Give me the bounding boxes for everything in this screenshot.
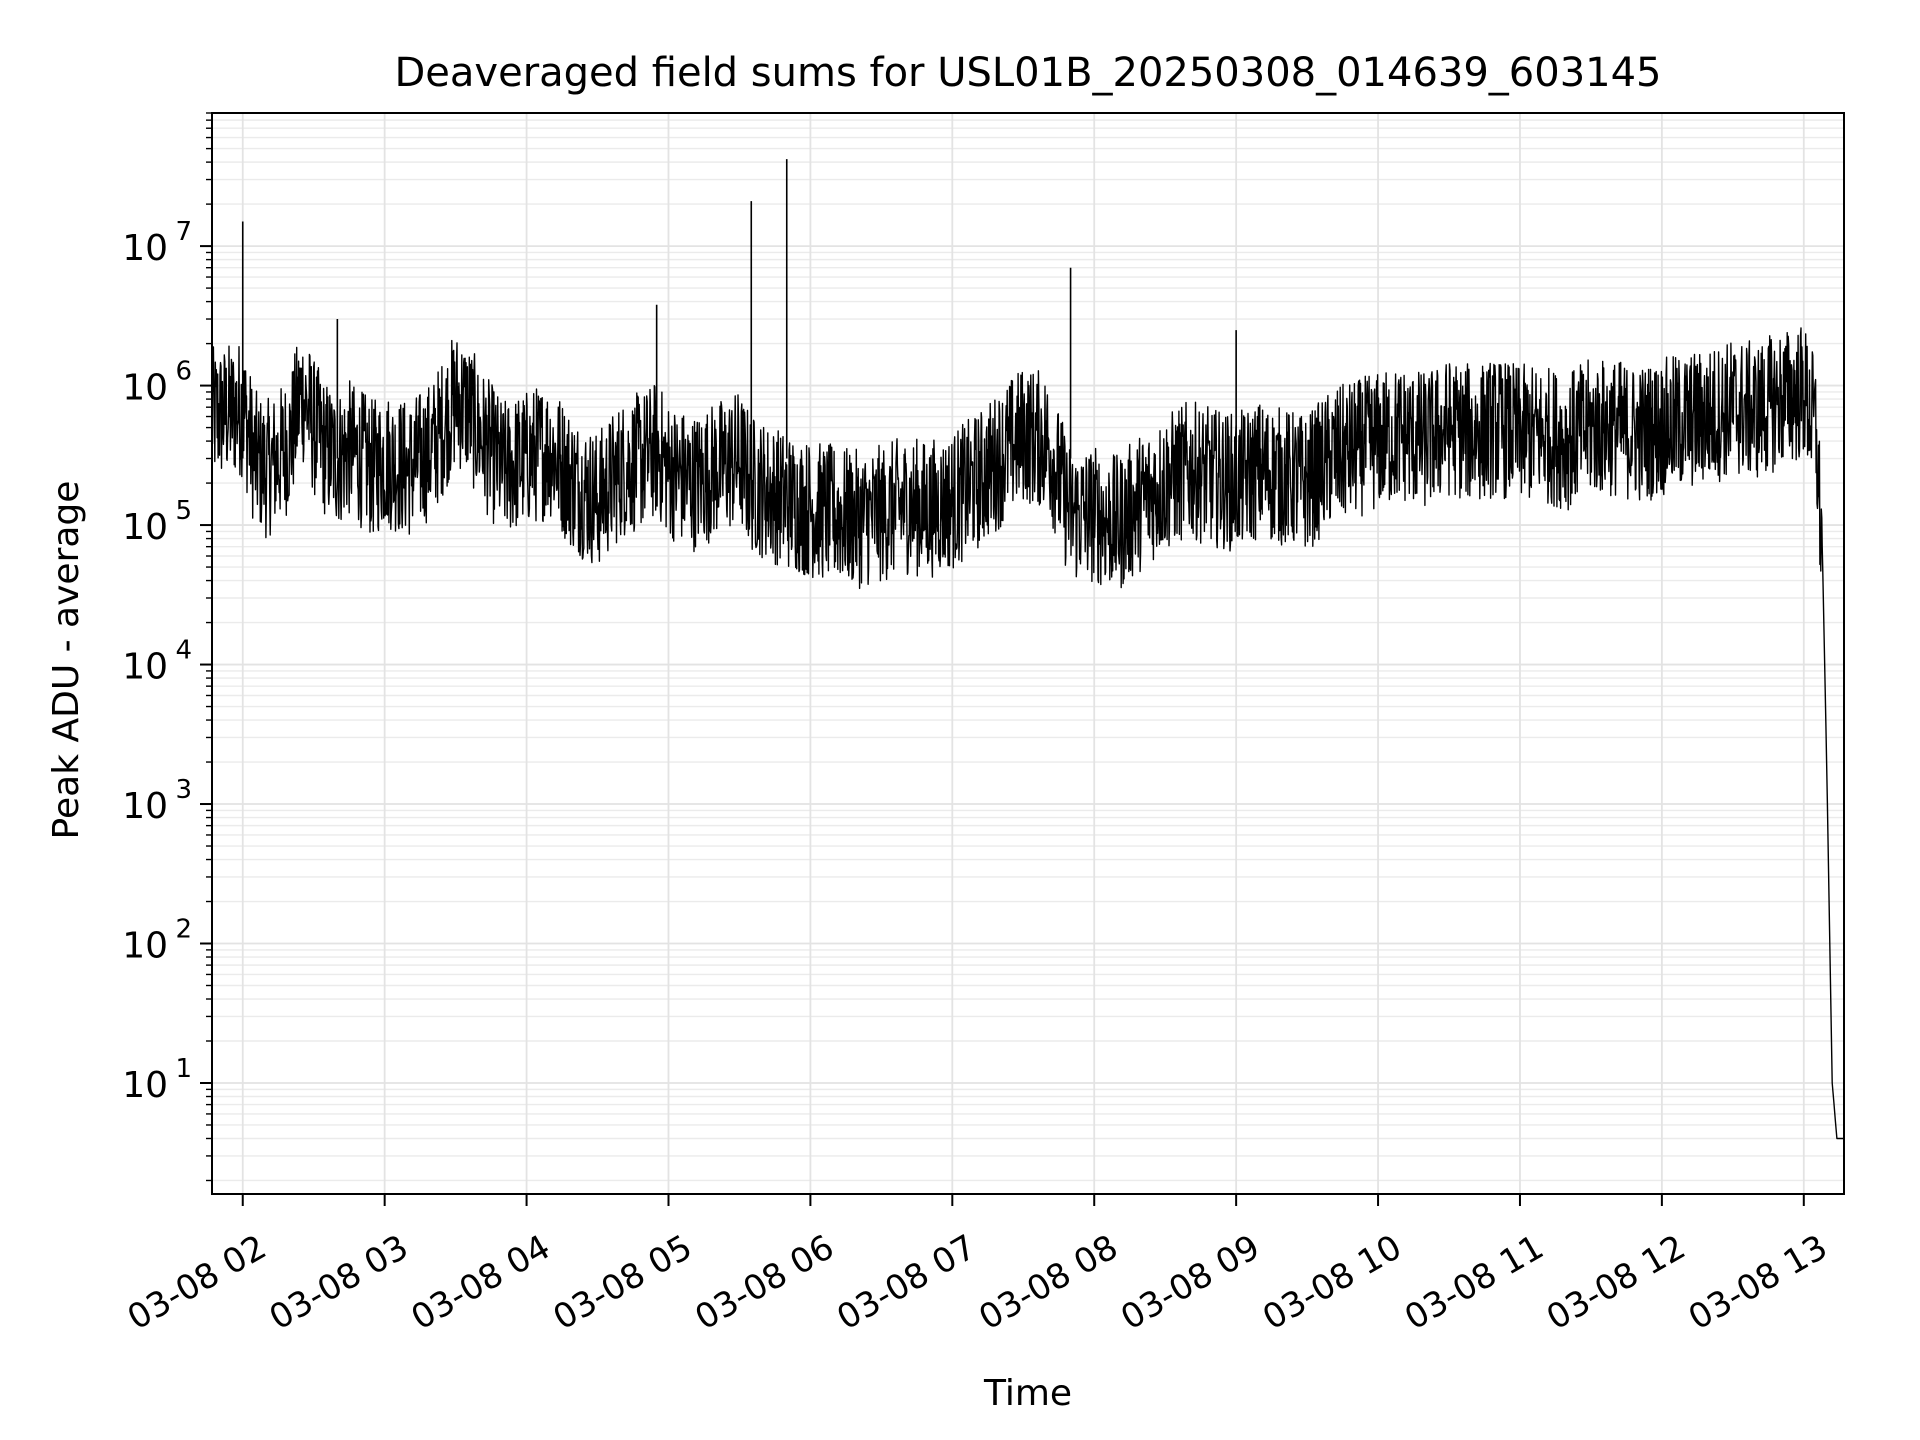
y-tick-label: 10 (122, 647, 168, 688)
plot-frame (211, 112, 1845, 1195)
y-tick-label-exponent: 2 (175, 915, 192, 945)
y-axis-label: Peak ADU - average (46, 481, 87, 840)
y-tick-label: 10 (122, 368, 168, 409)
y-tick-label-exponent: 5 (175, 496, 192, 526)
x-axis-label: Time (983, 1373, 1072, 1414)
chart-title: Deaveraged field sums for USL01B_2025030… (395, 50, 1662, 96)
y-tick-label: 10 (122, 1065, 168, 1106)
y-tick-label: 10 (122, 228, 168, 269)
y-tick-label-exponent: 6 (175, 357, 192, 387)
series-line (211, 327, 1844, 1140)
y-tick-label-exponent: 4 (175, 636, 192, 666)
y-tick-label-exponent: 1 (175, 1054, 192, 1084)
y-tick-label: 10 (122, 786, 168, 827)
y-tick-label-exponent: 3 (175, 775, 192, 805)
y-tick-label-exponent: 7 (175, 217, 192, 247)
y-tick-label: 10 (122, 507, 168, 548)
y-tick-label: 10 (122, 926, 168, 967)
grid (212, 112, 1844, 1194)
series-layer (211, 159, 1844, 1140)
